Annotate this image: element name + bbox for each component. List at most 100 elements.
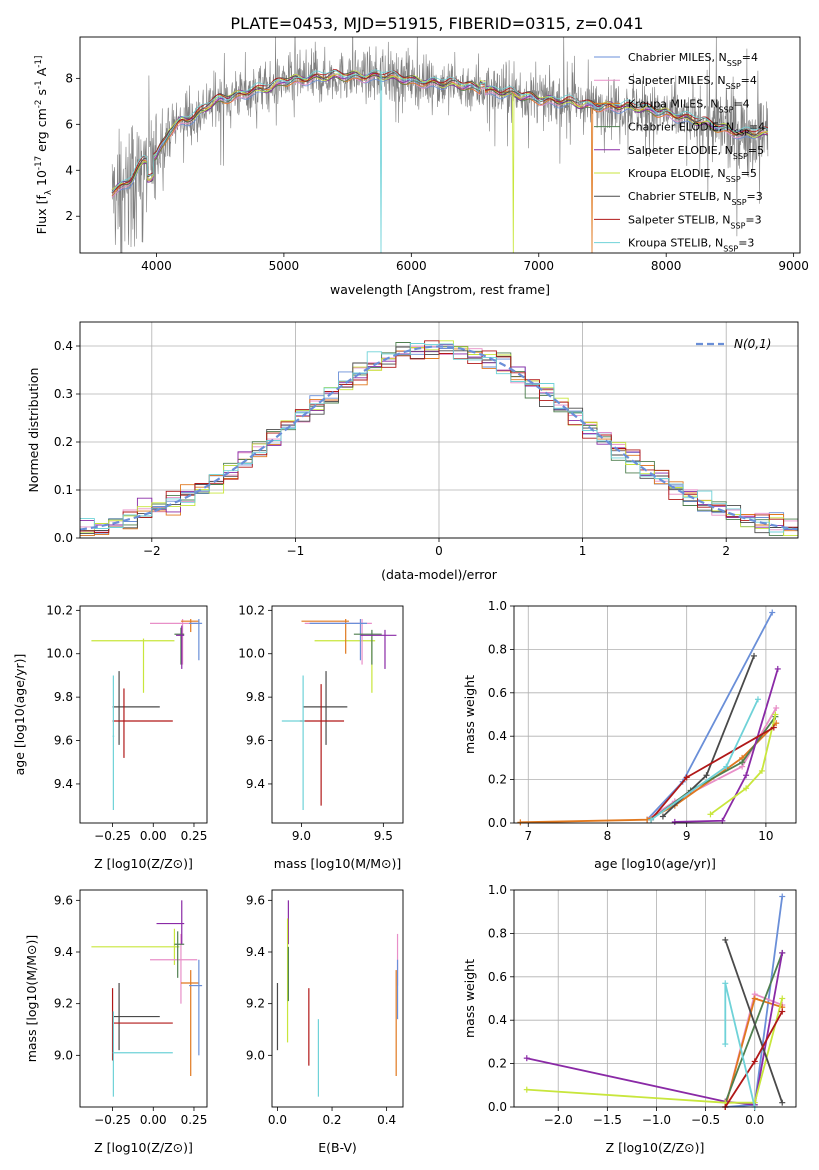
weight-point-chabrier-stelib — [703, 772, 710, 779]
tick-labels: 4000 5000 6000 7000 8000 9000 2 4 6 8 — [65, 71, 809, 273]
weight-line-salpeter-elodie — [526, 952, 784, 1106]
x-tick-label: 2 — [722, 544, 730, 558]
spectrum-legend: Chabrier MILES, NSSP=4 Salpeter MILES, NS… — [594, 51, 765, 253]
x-axis-label: E(B-V) — [318, 1140, 357, 1155]
y-tick-label: 0.2 — [488, 773, 507, 787]
x-tick-label: 0.0 — [268, 1113, 287, 1127]
tick-labels: −2.0 −1.5 −1.0 −0.5 0.0 0.0 0.2 0.4 0.6 0.8 1.0 — [488, 883, 764, 1127]
legend-label-chabrier-stelib: Chabrier STELIB, NSSP=3 — [628, 190, 763, 207]
weight-point-salpeter-miles — [773, 704, 780, 711]
axes-frame — [271, 889, 404, 1108]
x-tick-label: 0.2 — [322, 1113, 341, 1127]
errorbar-chabrier-miles — [309, 619, 367, 661]
error-bars — [91, 900, 203, 1097]
x-axis-label: (data-model)/error — [381, 567, 498, 582]
y-tick-label: 9.6 — [54, 734, 73, 748]
weight-point-chabrier-stelib — [659, 813, 666, 820]
weight-point-salpeter-elodie — [671, 818, 678, 825]
legend-label-kroupa-stelib: Kroupa STELIB, NSSP=3 — [628, 237, 754, 254]
weight-point-kroupa-elodie — [743, 785, 750, 792]
weight-point-chabrier-stelib — [779, 1099, 786, 1106]
residual-histogram-plot: −2 −1 0 1 2 0.0 0.1 0.2 0.3 0.4 (data-model)/error… — [26, 321, 799, 582]
y-tick-label: 0.8 — [488, 642, 507, 656]
weight-point-kroupa-miles — [517, 819, 524, 826]
y-axis-label: mass weight — [462, 675, 477, 754]
axes-frame — [513, 605, 797, 824]
weight-lines — [523, 893, 786, 1110]
y-tick-label: 0.2 — [488, 1057, 507, 1071]
x-tick-label: 0.0 — [745, 1113, 764, 1127]
x-tick-label: 6000 — [396, 259, 427, 273]
tick-labels: 0.0 0.2 0.4 9.0 9.2 9.4 9.6 — [246, 893, 396, 1127]
weight-point-salpeter-elodie — [774, 665, 781, 672]
y-axis-label: age [log10(age/yr)] — [12, 654, 27, 776]
y-tick-label: 9.2 — [246, 997, 265, 1011]
y-tick-label: 9.6 — [246, 893, 265, 907]
y-tick-label: 6 — [65, 117, 73, 131]
weight-vs-age-plot: 7 8 9 10 0.0 0.2 0.4 0.6 0.8 1.0 age [log10(age/yr… — [462, 599, 797, 871]
errorbar-kroupa-stelib — [112, 1011, 173, 1097]
weight-line-chabrier-elodie — [724, 952, 784, 1104]
histogram-chabrier-stelib — [80, 346, 798, 534]
weight-point-salpeter-stelib — [751, 1058, 758, 1065]
model-spectrum-salpeter-stelib — [111, 69, 769, 194]
errorbar-chabrier-elodie — [174, 627, 185, 665]
errorbar-kroupa-miles — [301, 619, 349, 654]
y-tick-label: 10.0 — [46, 647, 73, 661]
mass-vs-metallicity-plot: −0.25 0.00 0.25 9.0 9.2 9.4 9.6 Z [log10(Z/Z⊙)]… — [24, 889, 208, 1155]
legend-label-salpeter-elodie: Salpeter ELODIE, NSSP=5 — [628, 144, 764, 161]
x-tick-label: 10 — [758, 829, 773, 843]
y-tick-label: 1.0 — [488, 883, 507, 897]
tick-labels: 9.0 9.5 9.4 9.6 9.8 10.0 10.2 — [238, 603, 393, 843]
y-tick-label: 9.4 — [246, 945, 265, 959]
weight-point-salpeter-elodie — [523, 1055, 530, 1062]
legend-label-chabrier-miles: Chabrier MILES, NSSP=4 — [628, 51, 758, 68]
x-tick-label: −1.0 — [642, 1113, 671, 1127]
errorbar-salpeter-miles — [150, 933, 198, 1004]
axes-frame — [79, 36, 801, 254]
x-tick-label: 5000 — [269, 259, 300, 273]
weight-point-kroupa-stelib — [754, 696, 761, 703]
y-tick-label: 9.6 — [246, 734, 265, 748]
weight-point-kroupa-elodie — [707, 811, 714, 818]
errorbar-chabrier-stelib — [303, 671, 348, 745]
x-tick-label: 0.00 — [140, 1113, 167, 1127]
x-tick-label: −1 — [287, 544, 305, 558]
axes-frame — [513, 889, 797, 1108]
y-tick-label: 9.6 — [54, 893, 73, 907]
y-tick-label: 1.0 — [488, 599, 507, 613]
legend-label-salpeter-miles: Salpeter MILES, NSSP=4 — [628, 74, 757, 91]
weight-point-kroupa-elodie — [779, 995, 786, 1002]
weight-lines — [517, 609, 781, 826]
y-tick-label: 0.6 — [488, 970, 507, 984]
y-tick-label: 0.3 — [54, 387, 73, 401]
x-axis-label: wavelength [Angstrom, rest frame] — [330, 282, 550, 297]
weight-line-salpeter-miles — [724, 992, 783, 1108]
weight-point-kroupa-stelib — [723, 763, 730, 770]
errorbar-salpeter-elodie — [360, 629, 397, 669]
x-tick-label: 9 — [683, 829, 691, 843]
weight-point-salpeter-stelib — [779, 1008, 786, 1015]
x-tick-label: 0.25 — [181, 829, 208, 843]
y-tick-label: 0.6 — [488, 686, 507, 700]
errorbar-chabrier-miles — [189, 619, 203, 661]
x-tick-label: 0.4 — [377, 1113, 396, 1127]
legend-label-chabrier-elodie: Chabrier ELODIE, NSSP=4 — [628, 121, 765, 138]
legend-label-normal: N(0,1) — [734, 337, 771, 351]
weight-point-kroupa-stelib — [722, 1041, 729, 1048]
x-tick-label: 0.00 — [140, 829, 167, 843]
x-tick-label: 7 — [524, 829, 532, 843]
x-tick-label: 9.5 — [374, 829, 393, 843]
weight-line-kroupa-miles — [724, 997, 783, 1108]
weight-point-kroupa-stelib — [648, 816, 655, 823]
weight-point-salpeter-elodie — [743, 772, 750, 779]
legend-label-kroupa-elodie: Kroupa ELODIE, NSSP=5 — [628, 167, 757, 184]
age-vs-metallicity-plot: −0.25 0.00 0.25 9.4 9.6 9.8 10.0 10.2 Z [log10(Z… — [12, 603, 208, 871]
errorbar-kroupa-miles — [180, 619, 199, 633]
weight-point-chabrier-elodie — [739, 759, 746, 766]
x-tick-label: −1.5 — [593, 1113, 622, 1127]
x-tick-label: 1 — [579, 544, 587, 558]
x-tick-label: 8000 — [651, 259, 682, 273]
error-bars — [91, 619, 203, 810]
